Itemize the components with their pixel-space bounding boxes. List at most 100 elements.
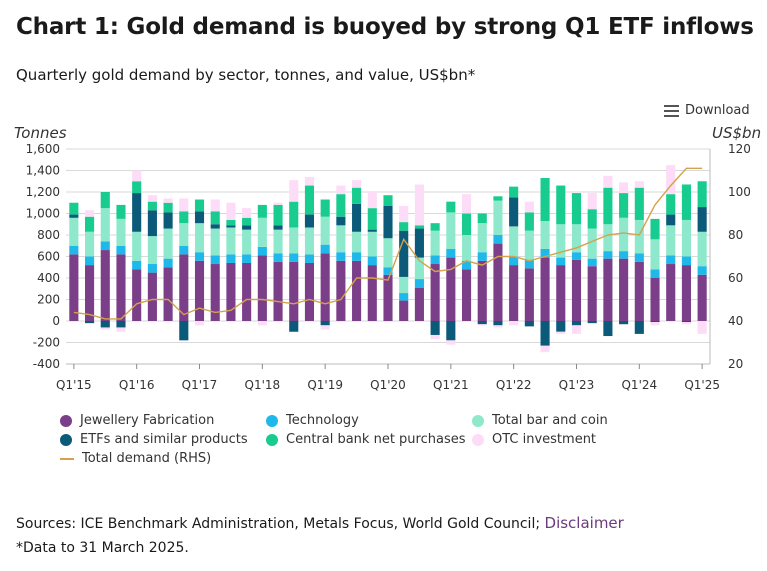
bar-segment [399,293,409,301]
bar-segment [304,185,315,215]
bar-segment [603,224,613,252]
bar-segment [289,261,299,321]
download-button[interactable]: Download [664,103,750,118]
y-tick-label: 200 [37,293,60,307]
legend-label: Central bank net purchases [286,432,466,447]
bar-segment [85,210,95,217]
bar-segment [493,196,503,201]
x-tick-label: Q1'15 [56,378,92,392]
bar-segment [210,211,220,225]
y2-tick-label: 40 [728,314,743,328]
bar-segment [194,211,205,224]
bar-segment [603,187,613,225]
legend-label: Technology [286,413,359,428]
bar-segment [210,224,220,229]
bar-segment [399,205,409,223]
bar-segment [226,202,236,220]
bar-segment [69,217,79,246]
bar-segment [116,327,126,332]
y2-axis-ticks: 120 100 80 60 40 20 [728,142,751,371]
bar-segment [650,239,660,270]
bar-segment [179,223,189,246]
total-demand-line [73,167,703,320]
bar-segment [477,252,487,261]
bar-segment [446,212,456,249]
bar-segment [336,225,346,253]
bar-segment [524,201,534,213]
bar-segment [100,327,110,330]
y-tick-label: 1,400 [26,164,60,178]
legend-item-otc[interactable]: OTC investment [472,432,596,447]
bar-segment [320,216,330,245]
y-tick-label: 0 [52,314,60,328]
bar-segment [619,321,629,325]
bar-segment [304,262,315,321]
bar-segment [556,224,566,258]
bar-segment [242,208,252,218]
bar-segment [634,261,644,321]
bar-segment [587,209,597,229]
bar-segment [571,224,582,253]
bar-segment [352,252,362,261]
bar-segment [477,324,487,326]
bar-segment [147,236,157,265]
bar-segment [619,217,629,252]
bar-segment [336,260,346,321]
x-tick-label: Q1'19 [307,378,343,392]
bar-segment [257,321,267,326]
total-demand-path [73,167,703,320]
bar-segment [194,260,205,321]
legend-swatch [472,414,484,427]
bar-segment [399,276,409,294]
bar-segment [273,229,283,254]
bar-segment [493,243,503,321]
bar-segment [461,235,472,261]
bar-segment [414,287,424,321]
legend: Jewellery Fabrication ETFs and similar p… [60,413,760,473]
disclaimer-link[interactable]: Disclaimer [544,514,624,532]
bar-segment [666,255,676,265]
bar-segment [697,207,707,232]
bar-segment [289,253,299,262]
bar-segment [697,274,707,321]
legend-item-central-bank[interactable]: Central bank net purchases [266,432,466,447]
bar-segment [242,229,252,255]
bar-segment [210,199,220,212]
bar-segment [116,254,126,321]
bar-segment [556,185,566,225]
x-tick-label: Q1'22 [496,378,532,392]
bar-segment [163,258,173,268]
sources-note: Sources: ICE Benchmark Administration, M… [16,514,624,532]
bar-segment [493,235,503,244]
y-tick-label: -400 [33,357,60,371]
bar-segment [666,165,676,195]
legend-item-total-demand[interactable]: Total demand (RHS) [60,451,211,466]
bar-segment [367,265,377,321]
bar-segment [132,193,142,232]
bar-segment [556,257,566,266]
bar-segment [147,195,157,202]
bar-segment [524,259,534,269]
bar-segment [697,321,707,334]
bar-segment [571,252,582,260]
bar-segment [210,264,220,321]
bar-segment [650,322,660,326]
bar-segment [446,321,456,341]
y2-tick-label: 20 [728,357,743,371]
bar-segment [367,256,377,266]
bar-segment [132,231,142,261]
legend-item-etfs[interactable]: ETFs and similar products [60,432,248,447]
bar-segment [116,204,126,219]
legend-item-bar-and-coin[interactable]: Total bar and coin [472,413,608,428]
y-tick-label: 400 [37,271,60,285]
x-tick-label: Q1'20 [370,378,406,392]
legend-item-jewellery[interactable]: Jewellery Fabrication [60,413,214,428]
bar-segment [132,260,142,270]
bar-segment [603,175,613,188]
bar-segment [540,257,550,321]
bar-segment [273,204,283,226]
bar-segment [571,193,582,225]
x-tick-label: Q1'17 [182,378,218,392]
bar-segment [210,228,220,256]
legend-item-technology[interactable]: Technology [266,413,359,428]
